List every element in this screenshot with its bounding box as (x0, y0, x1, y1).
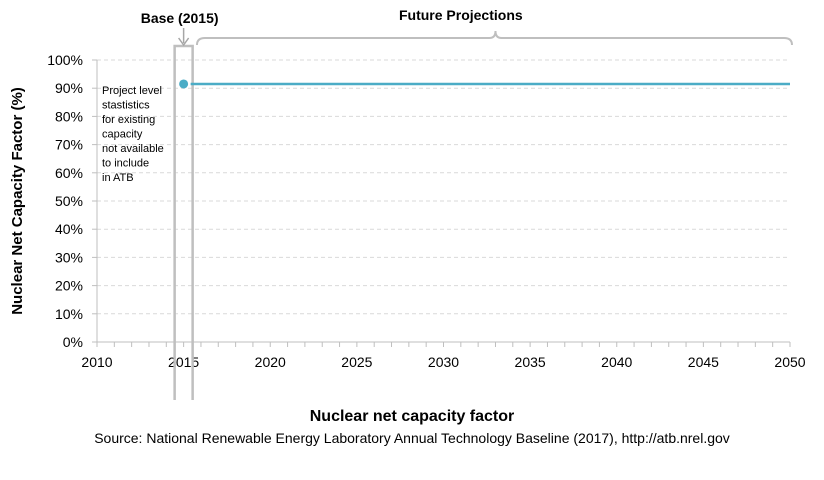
base-data-point (179, 79, 189, 89)
note-line: for existing (102, 114, 155, 126)
y-tick-label: 40% (55, 221, 83, 237)
y-tick-label: 0% (63, 334, 83, 350)
y-tick-label: 90% (55, 80, 83, 96)
y-tick-label: 70% (55, 137, 83, 153)
x-tick-label: 2035 (515, 354, 546, 370)
x-tick-label: 2025 (341, 354, 372, 370)
source-text: Source: National Renewable Energy Labora… (94, 430, 730, 446)
x-tick-label: 2030 (428, 354, 459, 370)
y-tick-labels: 0% 10% 20% 30% 40% 50% 60% 70% 80% 90% 100% (47, 52, 83, 350)
y-tick-label: 50% (55, 193, 83, 209)
note-line: capacity (102, 129, 143, 141)
note-line: to include (102, 158, 149, 170)
y-tick-label: 10% (55, 306, 83, 322)
x-tick-label: 2010 (81, 354, 112, 370)
note-line: not available (102, 143, 164, 155)
x-tick-label: 2045 (688, 354, 719, 370)
series (179, 79, 790, 89)
y-tick-label: 20% (55, 278, 83, 294)
x-tick-label: 2020 (255, 354, 286, 370)
x-axis-label: Nuclear net capacity factor (309, 408, 515, 425)
x-tick-label: 2040 (601, 354, 632, 370)
note-line: in ATB (102, 172, 134, 184)
x-tick-labels: 2010 2015 2020 2025 2030 2035 2040 2045 2050 (81, 354, 805, 370)
y-tick-label: 100% (47, 52, 83, 68)
x-tick-label: 2015 (168, 354, 199, 370)
y-tick-label: 80% (55, 108, 83, 124)
y-axis-label: Nuclear Net Capacity Factor (%) (9, 87, 26, 315)
chart: 0%10%20%30%40%50%60%70%80%90%100% 2010 20… (9, 7, 806, 400)
base-label: Base (2015) (141, 10, 219, 26)
y-tick-label: 30% (55, 249, 83, 265)
y-tick-label: 60% (55, 165, 83, 181)
axes (92, 59, 791, 347)
future-brace (195, 30, 793, 46)
base-arrow-head (178, 37, 190, 47)
note-line: stastistics (102, 100, 150, 112)
grid-lines (97, 59, 790, 315)
annotations: Base (2015) Future Projections Project lev… (102, 7, 793, 400)
x-tick-label: 2050 (774, 354, 805, 370)
future-label: Future Projections (399, 7, 523, 23)
note-line: Project level (102, 85, 162, 97)
